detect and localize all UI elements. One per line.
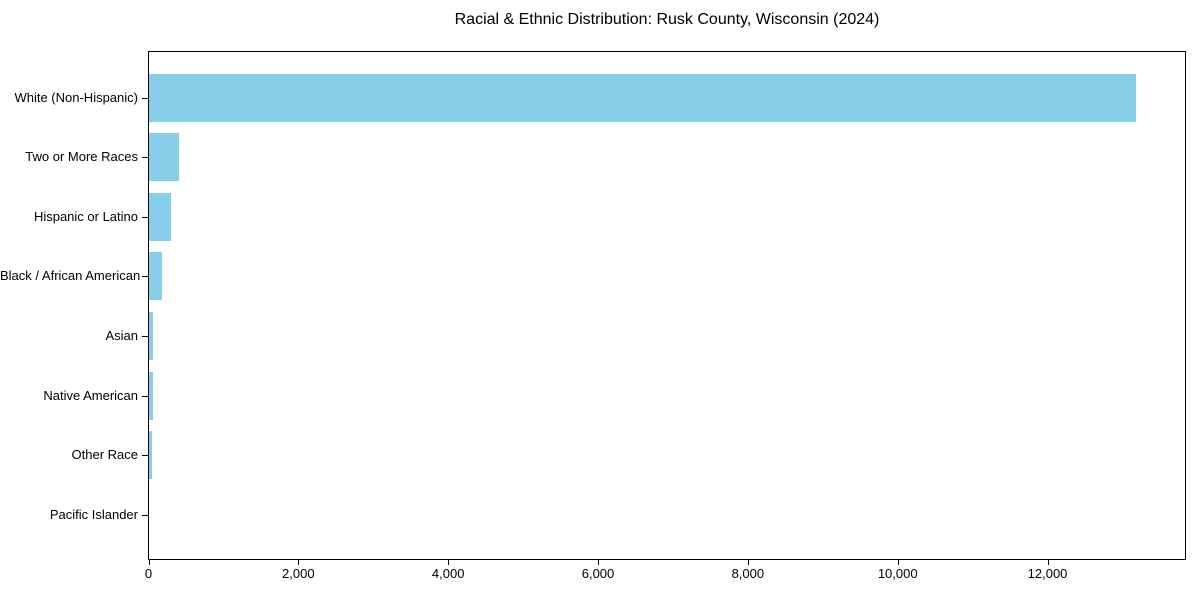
y-axis-label: Other Race — [71, 447, 138, 463]
y-tick-mark — [142, 276, 148, 278]
y-tick-mark — [142, 157, 148, 159]
bar — [149, 312, 153, 361]
bar — [149, 192, 172, 241]
y-tick-mark — [142, 336, 148, 338]
x-tick-label: 8,000 — [731, 566, 765, 581]
y-axis-label: Pacific Islander — [49, 506, 138, 522]
y-tick-mark — [142, 455, 148, 457]
x-tick-mark — [149, 560, 150, 565]
x-tick-label: 6,000 — [581, 566, 615, 581]
x-tick-label: 12,000 — [1027, 566, 1068, 581]
x-tick-mark — [298, 560, 299, 565]
x-tick-mark — [1048, 560, 1049, 565]
plot-area — [148, 51, 1186, 560]
bar — [149, 431, 152, 480]
x-tick-mark — [598, 560, 599, 565]
x-tick-label: 4,000 — [431, 566, 465, 581]
x-tick-mark — [448, 560, 449, 565]
y-axis-label: Two or More Races — [25, 149, 138, 165]
y-axis-label: Asian — [105, 328, 138, 344]
y-axis-label: Hispanic or Latino — [33, 208, 138, 224]
y-tick-mark — [142, 216, 148, 218]
bar — [149, 133, 179, 182]
x-tick-mark — [748, 560, 749, 565]
y-tick-mark — [142, 97, 148, 99]
bar — [149, 252, 163, 301]
x-tick-label: 0 — [144, 566, 153, 581]
x-tick-label: 10,000 — [877, 566, 918, 581]
y-axis-label: Native American — [43, 387, 138, 403]
x-tick-label: 2,000 — [282, 566, 315, 581]
y-tick-mark — [142, 514, 148, 516]
y-axis-label: White (Non-Hispanic) — [14, 89, 138, 105]
bar — [149, 371, 154, 420]
y-tick-mark — [142, 395, 148, 397]
bar — [149, 73, 1136, 122]
chart-title: Racial & Ethnic Distribution: Rusk Count… — [454, 11, 880, 28]
y-axis-label: Black / African American — [0, 268, 141, 284]
x-tick-mark — [898, 560, 899, 565]
